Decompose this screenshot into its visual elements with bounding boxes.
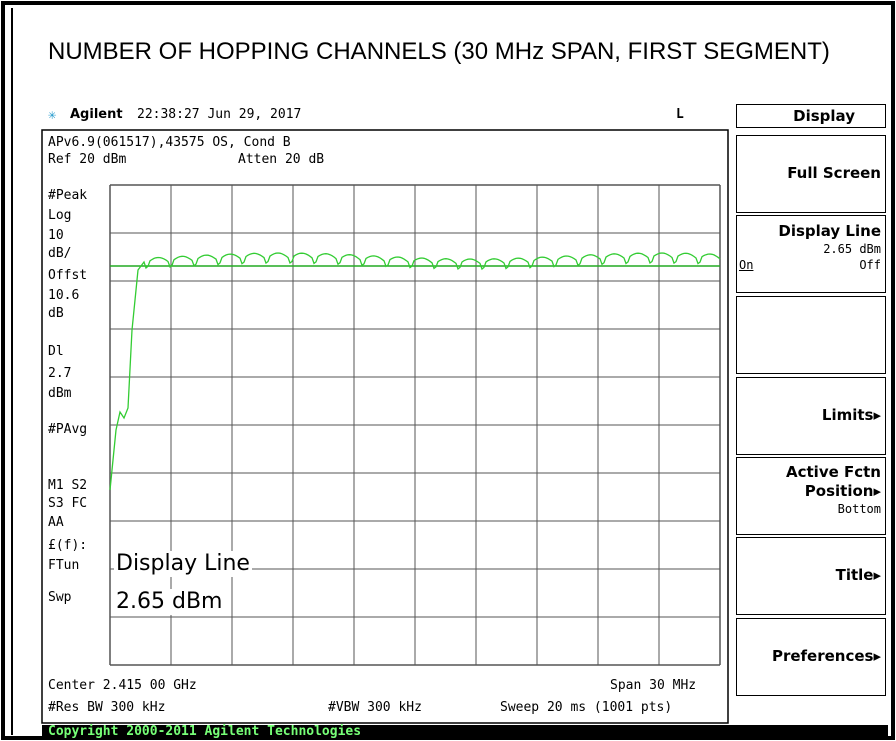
screen-box <box>41 129 729 724</box>
center-freq: Center 2.415 00 GHz <box>48 678 197 693</box>
side-label: M1 S2 <box>48 478 88 493</box>
side-label: 2.7 <box>48 366 72 381</box>
key-label: Title▸ <box>835 566 881 584</box>
span: Span 30 MHz <box>610 678 697 693</box>
side-label: £(f): <box>48 538 88 553</box>
key-value: Bottom <box>837 502 881 516</box>
side-label: Swp <box>48 590 72 605</box>
vbw: #VBW 300 kHz <box>328 700 422 715</box>
ref-level: Ref 20 dBm <box>48 152 127 167</box>
res-bw: #Res BW 300 kHz <box>48 700 166 715</box>
side-label: S3 FC <box>48 496 88 511</box>
key-label: Active Fctn <box>786 463 881 481</box>
soft-key[interactable]: Title▸ <box>736 537 886 615</box>
soft-key[interactable]: Preferences▸ <box>736 618 886 696</box>
side-label: AA <box>48 515 64 530</box>
side-label: dB <box>48 306 64 321</box>
brand: Agilent <box>70 107 123 122</box>
attenuation: Atten 20 dB <box>238 152 325 167</box>
soft-key[interactable]: Display Line 2.65 dBm On Off <box>736 215 886 293</box>
active-function-value: 2.65 dBm <box>114 589 225 615</box>
key-option: Off <box>859 258 881 272</box>
footer-bar <box>42 725 888 738</box>
graticule <box>109 184 721 666</box>
key-value: 2.65 dBm <box>823 242 881 256</box>
agilent-logo: ✳ <box>48 107 57 123</box>
trace <box>109 252 721 491</box>
side-label: 10 <box>48 228 64 243</box>
indicator: L <box>676 107 684 122</box>
menu-title-box: Display <box>736 104 886 128</box>
side-label: FTun <box>48 558 80 573</box>
key-label: Display Line <box>778 222 881 240</box>
active-function-label: Display Line <box>114 551 252 577</box>
menu-title: Display <box>793 107 855 125</box>
side-label: dB/ <box>48 246 72 261</box>
key-option: On <box>739 258 754 272</box>
copyright: Copyright 2000-2011 Agilent Technologies <box>48 724 362 739</box>
info-line: APv6.9(061517),43575 OS, Cond B <box>48 135 291 150</box>
side-label: Dl <box>48 344 64 359</box>
key-label: Limits▸ <box>821 406 881 424</box>
soft-key[interactable]: Limits▸ <box>736 377 886 455</box>
side-label: dBm <box>48 386 72 401</box>
soft-key[interactable]: Active Fctn Position▸ Bottom <box>736 457 886 535</box>
sweep: Sweep 20 ms (1001 pts) <box>500 700 673 715</box>
side-label: Offst <box>48 268 88 283</box>
key-label: Full Screen <box>787 164 881 182</box>
key-label: Position▸ <box>804 482 881 500</box>
page-title: NUMBER OF HOPPING CHANNELS (30 MHz SPAN,… <box>48 38 830 65</box>
soft-key[interactable] <box>736 296 886 374</box>
soft-key[interactable]: Full Screen <box>736 135 886 213</box>
side-label: Log <box>48 208 72 223</box>
key-label: Preferences▸ <box>771 647 881 665</box>
side-label: #PAvg <box>48 422 88 437</box>
timestamp: 22:38:27 Jun 29, 2017 <box>137 107 302 122</box>
side-label: #Peak <box>48 188 88 203</box>
side-label: 10.6 <box>48 288 80 303</box>
